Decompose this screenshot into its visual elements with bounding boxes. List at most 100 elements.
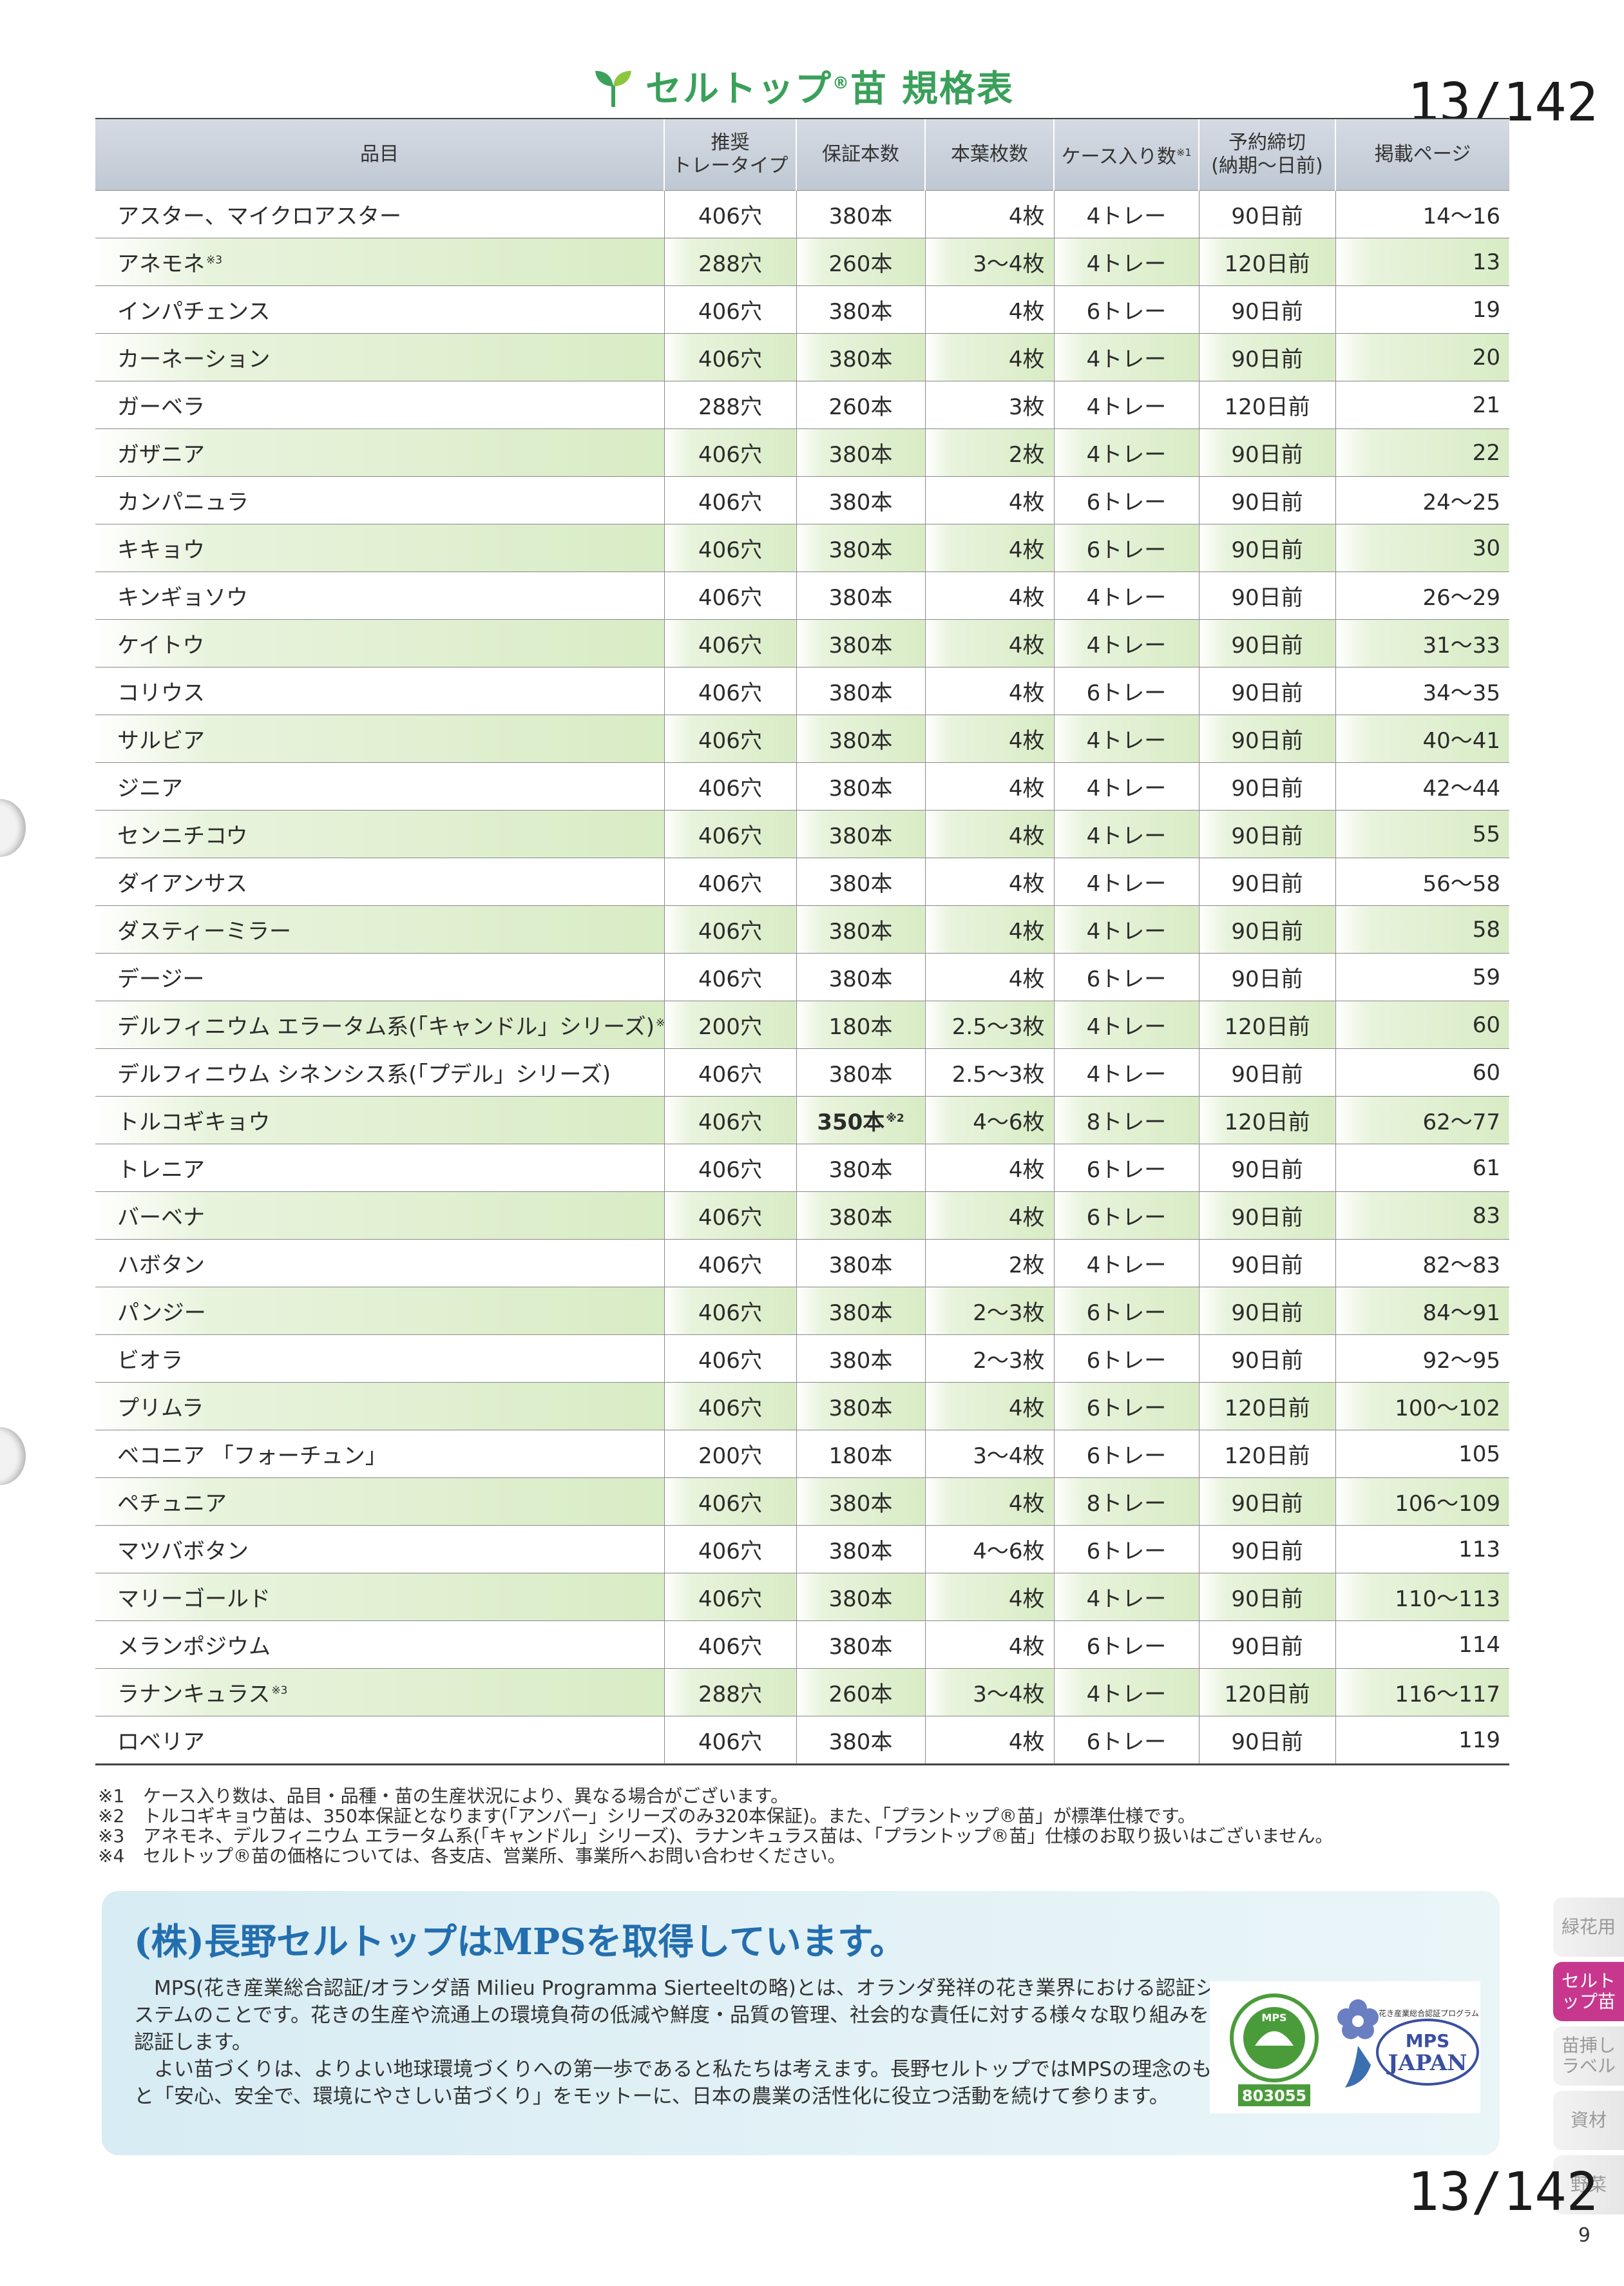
table-row: ロベリア 406穴 380本 4枚 6トレー 90日前 119 [95, 1716, 1509, 1765]
cell-tray: 406穴 [664, 619, 796, 668]
cell-leaves: 4枚 [924, 762, 1054, 811]
cell-case: 4トレー [1053, 619, 1199, 668]
mps-japan-caption: 花き産業総合認証プログラム [1379, 2008, 1479, 2018]
cell-item: ペチュニア [95, 1477, 664, 1526]
cell-leaves: 4枚 [924, 1382, 1054, 1430]
spec-table-container: 品目 推奨 トレータイプ 保証本数 本葉枚数 ケース入り数※1 予約締切 (納期〜日… [95, 119, 1509, 1765]
footnote-ref: ※2 [886, 1111, 904, 1125]
cell-case: 6トレー [1053, 1334, 1199, 1383]
cell-guarantee: 380本 [796, 715, 925, 763]
cell-deadline: 90日前 [1198, 1477, 1335, 1526]
cell-case: 4トレー [1053, 1001, 1199, 1049]
cell-deadline: 90日前 [1198, 428, 1335, 477]
cell-deadline: 90日前 [1198, 1048, 1335, 1097]
table-row: プリムラ 406穴 380本 4枚 6トレー 120日前 100〜102 [95, 1382, 1509, 1430]
table-row: アスター、マイクロアスター 406穴 380本 4枚 4トレー 90日前 14〜16 [95, 190, 1509, 238]
cell-item: ベコニア 「フォーチュン」 [95, 1430, 664, 1478]
mps-japan-text: MPS [1406, 2030, 1450, 2051]
cell-item: カンパニュラ [95, 476, 664, 524]
cell-item: ハボタン [95, 1239, 664, 1287]
cell-guarantee: 380本 [796, 810, 925, 858]
cell-page: 31〜33 [1335, 619, 1509, 668]
cell-page: 92〜95 [1335, 1334, 1509, 1383]
cell-leaves: 4枚 [924, 524, 1054, 572]
cell-leaves: 4枚 [924, 1191, 1054, 1240]
cell-tray: 406穴 [664, 905, 796, 954]
cell-page: 13 [1335, 238, 1509, 286]
footnote-ref: ※3 [206, 253, 223, 267]
cell-guarantee: 380本 [796, 762, 925, 811]
cell-guarantee: 380本 [796, 428, 925, 477]
page-number-bottom: 13/142 [1407, 2162, 1598, 2223]
footnote: ※1 ケース入り数は、品目・品種・苗の生産状況により、異なる場合がございます。 [98, 1785, 789, 1807]
mps-body: MPS(花き産業総合認証/オランダ語 Milieu Programma Sier… [134, 1975, 1223, 2110]
cell-case: 4トレー [1053, 1668, 1199, 1716]
side-tab[interactable]: セルトップ苗 [1553, 1962, 1624, 2021]
cell-tray: 406穴 [664, 1191, 796, 1240]
cell-leaves: 4枚 [924, 1477, 1054, 1526]
footnote-ref: ※3 [271, 1684, 288, 1697]
cell-case: 6トレー [1053, 1191, 1199, 1240]
cell-deadline: 90日前 [1198, 1144, 1335, 1192]
cell-item: カーネーション [95, 333, 664, 381]
cell-tray: 406穴 [664, 1048, 796, 1097]
cell-tray: 288穴 [664, 238, 796, 286]
table-row: カンパニュラ 406穴 380本 4枚 6トレー 90日前 24〜25 [95, 476, 1509, 524]
cell-leaves: 4枚 [924, 619, 1054, 668]
cell-guarantee: 380本 [796, 858, 925, 906]
cell-deadline: 120日前 [1198, 1096, 1335, 1144]
cell-leaves: 3〜4枚 [924, 238, 1054, 286]
cell-guarantee: 380本 [796, 1477, 925, 1526]
cell-case: 6トレー [1053, 953, 1199, 1001]
cell-tray: 288穴 [664, 381, 796, 429]
cell-leaves: 4枚 [924, 858, 1054, 906]
cell-guarantee: 380本 [796, 1620, 925, 1669]
cell-leaves: 4枚 [924, 333, 1054, 381]
cell-tray: 406穴 [664, 1620, 796, 1669]
footnote: ※4 セルトップ®苗の価格については、各支店、営業所、事業所へお問い合わせください… [98, 1845, 846, 1867]
cell-tray: 406穴 [664, 1382, 796, 1430]
sprout-icon [595, 71, 631, 107]
mps-japan-logo: 花き産業総合認証プログラム MPS JAPAN [1337, 1999, 1479, 2088]
cell-page: 42〜44 [1335, 762, 1509, 811]
cell-page: 84〜91 [1335, 1287, 1509, 1335]
cell-leaves: 4枚 [924, 905, 1054, 954]
cell-item: プリムラ [95, 1382, 664, 1430]
cell-leaves: 4枚 [924, 1716, 1054, 1765]
cell-item: デルフィニウム エラータム系(「キャンドル」シリーズ)※3 [95, 1001, 664, 1049]
cell-case: 4トレー [1053, 762, 1199, 811]
header-item: 品目 [95, 119, 664, 191]
table-row: トレニア 406穴 380本 4枚 6トレー 90日前 61 [95, 1144, 1509, 1192]
cell-guarantee: 380本 [796, 524, 925, 572]
cell-tray: 406穴 [664, 524, 796, 572]
cell-item: デージー [95, 953, 664, 1001]
cell-leaves: 2枚 [924, 428, 1054, 477]
side-tab[interactable]: 苗挿し ラベル [1553, 2026, 1624, 2086]
cell-case: 8トレー [1053, 1096, 1199, 1144]
mps-logo-code: 803055 [1242, 2087, 1306, 2105]
cell-leaves: 4枚 [924, 476, 1054, 524]
cell-page: 114 [1335, 1620, 1509, 1669]
side-tab[interactable]: 野菜 [1553, 2155, 1624, 2214]
cell-case: 6トレー [1053, 1287, 1199, 1335]
cell-leaves: 3〜4枚 [924, 1430, 1054, 1478]
mps-japan-sub: JAPAN [1386, 2050, 1467, 2076]
cell-tray: 406穴 [664, 333, 796, 381]
cell-case: 6トレー [1053, 667, 1199, 715]
cell-leaves: 3〜4枚 [924, 1668, 1054, 1716]
cell-tray: 406穴 [664, 667, 796, 715]
cell-deadline: 90日前 [1198, 190, 1335, 238]
cell-page: 60 [1335, 1048, 1509, 1097]
cell-guarantee: 350本 ※2 [796, 1096, 925, 1144]
table-row: デージー 406穴 380本 4枚 6トレー 90日前 59 [95, 953, 1509, 1001]
cell-deadline: 90日前 [1198, 762, 1335, 811]
cell-deadline: 90日前 [1198, 285, 1335, 334]
cell-tray: 200穴 [664, 1430, 796, 1478]
table-row: ペチュニア 406穴 380本 4枚 8トレー 90日前 106〜109 [95, 1477, 1509, 1526]
cell-page: 56〜58 [1335, 858, 1509, 906]
table-row: ハボタン 406穴 380本 2枚 4トレー 90日前 82〜83 [95, 1239, 1509, 1287]
cell-page: 22 [1335, 428, 1509, 477]
cell-case: 4トレー [1053, 858, 1199, 906]
side-tab[interactable]: 緑花用 [1553, 1897, 1624, 1957]
side-tab[interactable]: 資材 [1553, 2091, 1624, 2150]
